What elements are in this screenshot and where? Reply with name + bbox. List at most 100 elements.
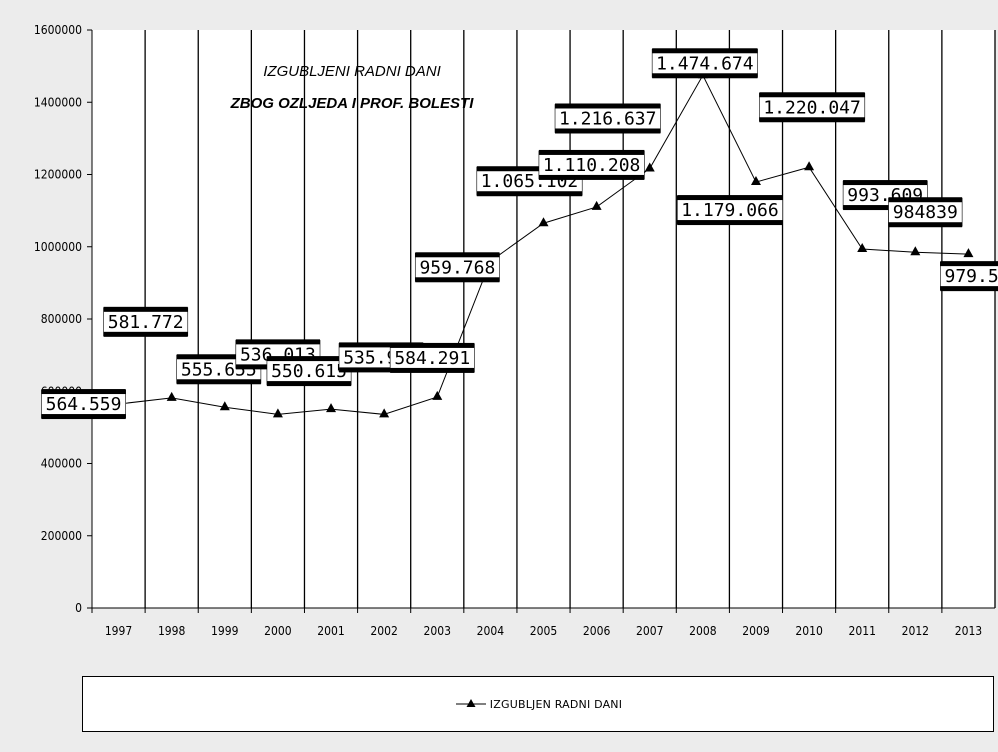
legend: IZGUBLJEN RADNI DANI <box>82 676 994 732</box>
data-label-top-bar <box>266 356 352 362</box>
data-label-top-bar <box>390 342 475 348</box>
data-label-bottom-bar <box>390 367 475 373</box>
data-label-bottom-bar <box>266 381 352 387</box>
data-label: 581.772 <box>103 306 189 337</box>
x-tick-label: 2003 <box>424 624 451 638</box>
data-label-top-bar <box>103 306 188 312</box>
legend-label: IZGUBLJEN RADNI DANI <box>489 697 623 711</box>
data-label-text: 1.474.674 <box>656 53 754 74</box>
data-label-box <box>266 356 352 386</box>
data-label: 959.768 <box>414 252 500 283</box>
data-label-bottom-bar <box>538 174 645 180</box>
data-label-box <box>103 307 189 337</box>
plot-area <box>92 30 995 608</box>
data-label-text: 581.772 <box>108 312 184 333</box>
data-label-text: 584.291 <box>394 348 470 369</box>
x-tick-label: 1999 <box>211 624 239 638</box>
data-label-bottom-bar <box>415 277 500 283</box>
data-label-text: 550.615 <box>271 361 347 382</box>
data-label-bottom-bar <box>339 367 424 373</box>
data-label-bottom-bar <box>759 117 865 123</box>
data-label-box <box>414 252 500 282</box>
data-point-marker <box>219 401 230 411</box>
data-label-top-bar <box>759 92 865 98</box>
x-tick-label: 2004 <box>477 624 505 638</box>
x-tick-label: 2005 <box>530 624 557 638</box>
triangle-marker-icon <box>455 699 486 707</box>
x-tick-label: 1998 <box>158 624 186 638</box>
y-tick-label: 1000000 <box>34 240 82 254</box>
data-label-text: 564.559 <box>46 394 122 415</box>
x-tick-label: 2008 <box>689 624 717 638</box>
x-tick-label: 2009 <box>742 624 770 638</box>
data-label-text: 1.216.637 <box>559 108 657 129</box>
y-tick-label: 1400000 <box>34 95 82 109</box>
data-label-top-bar <box>415 252 500 258</box>
data-point-marker <box>166 391 177 401</box>
data-point-marker <box>538 217 549 227</box>
data-label-top-bar <box>538 149 645 155</box>
data-label-top-bar <box>677 195 783 201</box>
data-point-marker <box>750 176 761 186</box>
series-line <box>113 69 974 418</box>
x-tick-label: 1997 <box>105 624 132 638</box>
data-label-text: 979.583 <box>945 266 998 287</box>
y-tick-label: 200000 <box>41 529 82 543</box>
x-tick-label: 2001 <box>317 624 344 638</box>
data-label-text: 1.110.208 <box>543 155 641 176</box>
data-point-marker <box>857 243 868 253</box>
data-label: 1.474.674 <box>651 48 758 79</box>
data-label-bottom-bar <box>843 205 928 211</box>
data-point-marker <box>272 408 283 418</box>
data-label-top-bar <box>176 354 261 360</box>
data-label: 1.179.066 <box>676 195 783 226</box>
data-label-top-bar <box>652 48 758 54</box>
data-label-text: 984839 <box>893 202 958 223</box>
data-label-box <box>676 195 783 225</box>
x-tick-label: 2013 <box>955 624 982 638</box>
data-point-marker <box>591 200 602 210</box>
data-label-bottom-bar <box>888 222 963 228</box>
data-label-bottom-bar <box>677 220 783 226</box>
data-label: 564.559 <box>41 389 126 420</box>
data-label: 979.583 <box>940 261 998 292</box>
legend-item: IZGUBLJEN RADNI DANI <box>454 698 622 711</box>
data-label-top-bar <box>235 339 321 345</box>
y-tick-label: 0 <box>75 601 82 615</box>
data-label-top-bar <box>339 342 424 348</box>
x-tick-label: 2007 <box>636 624 663 638</box>
x-tick-label: 2011 <box>848 624 875 638</box>
data-label: 1.216.637 <box>554 103 661 134</box>
data-label: 584.291 <box>389 342 475 373</box>
y-tick-label: 1600000 <box>34 23 82 37</box>
data-point-marker <box>644 162 655 172</box>
data-label-top-bar <box>888 197 963 203</box>
data-point-marker <box>379 408 390 418</box>
data-label: 984839 <box>888 197 963 228</box>
data-point-marker <box>432 390 443 400</box>
x-tick-label: 2010 <box>795 624 823 638</box>
data-label-bottom-bar <box>940 286 998 292</box>
data-point-marker <box>326 403 337 413</box>
chart-subtitle: ZBOG OZLJEDA I PROF. BOLESTI <box>230 95 475 112</box>
x-tick-label: 2002 <box>370 624 397 638</box>
x-tick-label: 2006 <box>583 624 611 638</box>
data-point-marker <box>804 161 815 171</box>
data-labels: 564.559581.772555.655536.013550.615535.9… <box>41 48 998 420</box>
data-label: 1.110.208 <box>538 149 645 180</box>
x-tick-label: 2000 <box>264 624 292 638</box>
data-label-box <box>41 389 126 419</box>
data-label-top-bar <box>476 166 583 172</box>
data-point-marker <box>910 246 921 256</box>
data-label-text: 1.220.047 <box>763 97 861 118</box>
data-label-top-bar <box>843 180 928 186</box>
data-label-bottom-bar <box>476 191 583 197</box>
x-tick-label: 2012 <box>902 624 929 638</box>
data-label-text: 1.179.066 <box>681 200 779 221</box>
data-label-bottom-bar <box>176 379 261 385</box>
data-label-bottom-bar <box>555 128 661 134</box>
data-label-text: 959.768 <box>419 257 495 278</box>
y-tick-label: 1200000 <box>34 168 82 182</box>
x-axis-ticks: 1997 1998 1999 2000 2001 2002 2003 2004 2005 2006… <box>91 608 982 638</box>
